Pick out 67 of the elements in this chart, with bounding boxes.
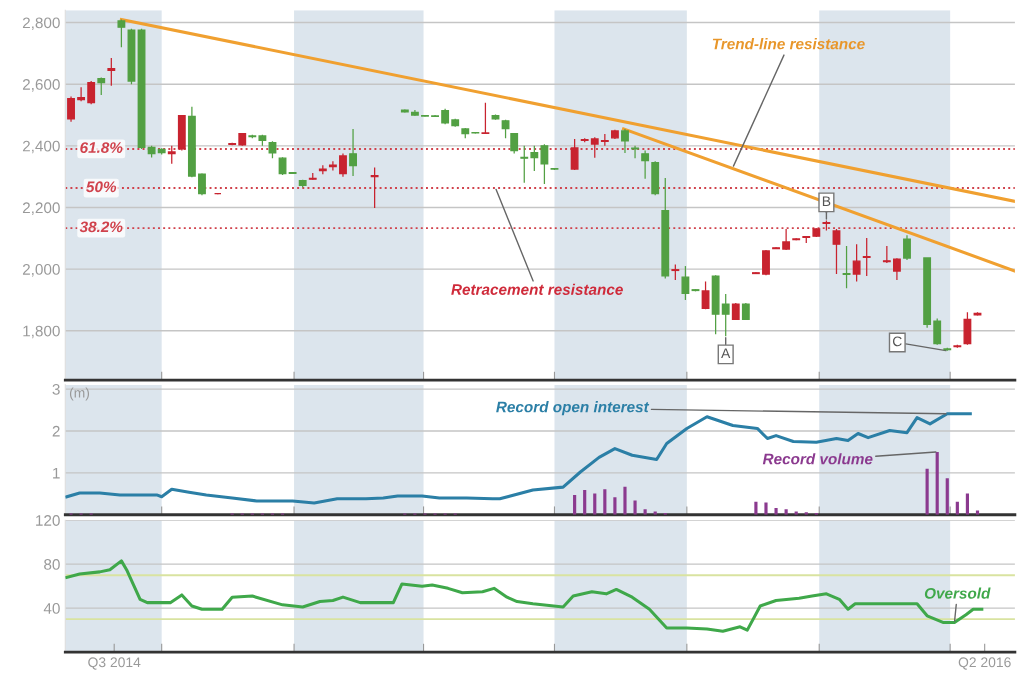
bar <box>965 493 969 515</box>
y-tick-label: 40 <box>43 603 60 614</box>
bar <box>764 502 768 515</box>
y-tick-label: 2,800 <box>22 17 60 31</box>
candlestick <box>681 265 690 301</box>
annotation: 61.8% <box>80 142 123 154</box>
candlestick <box>701 280 710 310</box>
candlestick <box>641 149 650 180</box>
candlestick <box>77 86 86 102</box>
y-tick-label: 3 <box>52 383 60 395</box>
candlestick <box>842 245 851 289</box>
annotation: Record volume <box>762 453 873 465</box>
candlestick <box>520 145 529 184</box>
y-tick-label: 80 <box>44 559 60 570</box>
x-tick-label: Q3 2014 <box>88 657 141 670</box>
candlestick <box>87 80 96 105</box>
bar <box>774 508 778 515</box>
candlestick <box>892 257 901 281</box>
bar <box>623 486 627 515</box>
annotation: Retracement resistance <box>451 283 623 295</box>
annotation: Trend-line resistance <box>712 38 865 50</box>
candlestick <box>590 136 599 159</box>
candlestick <box>570 138 579 171</box>
y-tick-label: 2,600 <box>22 79 60 92</box>
y-tick-label: 1 <box>53 467 60 479</box>
y-tick-label: 2,200 <box>22 202 60 215</box>
y-tick-label: 2 <box>52 425 60 437</box>
annotation: 38.2% <box>79 221 123 233</box>
y-tick-label: 2,000 <box>22 264 60 277</box>
annotation: C <box>892 336 902 347</box>
candlestick <box>903 234 911 261</box>
annotation: Record open interest <box>496 401 650 416</box>
candlestick <box>631 145 639 159</box>
bar <box>613 497 617 515</box>
candlestick <box>721 293 730 337</box>
candlestick <box>107 57 116 87</box>
annotation: Oversold <box>924 587 991 599</box>
candlestick <box>349 128 357 177</box>
candlestick <box>67 95 75 123</box>
y-tick-label: 120 <box>36 515 60 526</box>
candlestick <box>339 152 347 178</box>
candlestick <box>621 128 629 154</box>
bar <box>603 489 607 515</box>
bar <box>583 490 587 515</box>
x-tick-label: Q2 2016 <box>958 657 1011 670</box>
candlestick <box>370 166 379 209</box>
annotation: A <box>721 348 731 358</box>
bar <box>593 493 597 515</box>
candlestick <box>862 237 871 277</box>
candlestick <box>530 145 539 172</box>
candlestick <box>832 228 841 275</box>
annotation: 50% <box>86 181 117 193</box>
bar <box>633 500 637 515</box>
bar <box>925 468 929 515</box>
candlestick <box>933 317 942 346</box>
candlestick <box>540 143 549 185</box>
bar <box>945 478 949 515</box>
annotation: B <box>822 196 831 206</box>
y-tick-label: 2,400 <box>22 140 60 154</box>
bar <box>573 495 577 515</box>
y-axis-title: (m) <box>69 387 90 401</box>
y-tick-label: 1,800 <box>23 325 60 339</box>
candlestick <box>762 249 770 276</box>
candlestick <box>481 102 490 135</box>
bar <box>935 451 939 515</box>
candlestick <box>852 243 861 283</box>
candlestick <box>117 18 126 48</box>
